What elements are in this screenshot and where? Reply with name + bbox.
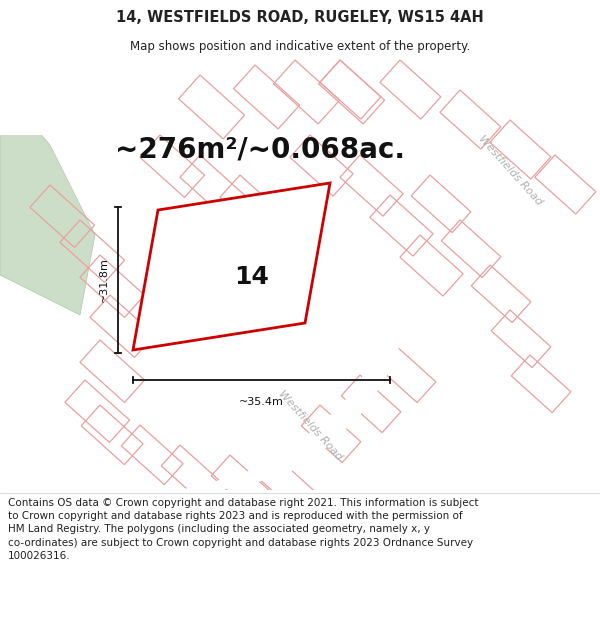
Text: Westfields Road: Westfields Road xyxy=(276,388,344,462)
Polygon shape xyxy=(133,183,330,350)
Text: ~31.8m: ~31.8m xyxy=(99,258,109,302)
Text: 14: 14 xyxy=(234,264,269,289)
Text: Westfields Road: Westfields Road xyxy=(476,133,544,207)
Polygon shape xyxy=(0,55,130,135)
Text: ~276m²/~0.068ac.: ~276m²/~0.068ac. xyxy=(115,136,405,164)
Polygon shape xyxy=(180,275,415,490)
Polygon shape xyxy=(0,110,95,315)
Polygon shape xyxy=(490,55,600,135)
Polygon shape xyxy=(0,405,100,490)
Text: ~35.4m: ~35.4m xyxy=(239,397,284,407)
Polygon shape xyxy=(200,205,600,490)
Polygon shape xyxy=(490,55,600,105)
Text: 14, WESTFIELDS ROAD, RUGELEY, WS15 4AH: 14, WESTFIELDS ROAD, RUGELEY, WS15 4AH xyxy=(116,10,484,25)
Text: Contains OS data © Crown copyright and database right 2021. This information is : Contains OS data © Crown copyright and d… xyxy=(8,498,479,561)
Text: Map shows position and indicative extent of the property.: Map shows position and indicative extent… xyxy=(130,39,470,52)
